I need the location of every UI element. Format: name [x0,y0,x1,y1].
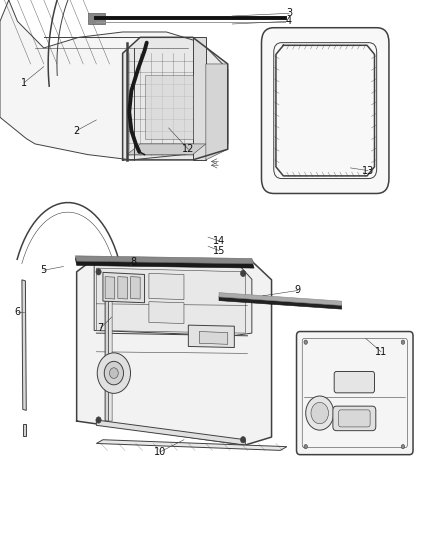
Polygon shape [96,440,287,450]
FancyBboxPatch shape [297,332,413,455]
Polygon shape [149,302,184,324]
Polygon shape [96,420,245,445]
Polygon shape [109,277,112,421]
Polygon shape [23,424,26,436]
FancyBboxPatch shape [334,372,374,393]
Circle shape [110,368,118,378]
Circle shape [311,402,328,424]
Text: 6: 6 [14,307,21,317]
Circle shape [304,340,307,344]
Text: 1: 1 [21,78,27,87]
Polygon shape [0,0,228,160]
Text: 5: 5 [41,265,47,275]
Polygon shape [219,293,342,305]
Polygon shape [77,259,272,445]
Text: 10: 10 [154,447,166,457]
Polygon shape [149,273,184,300]
Text: 3: 3 [286,9,292,18]
Polygon shape [75,256,254,264]
Polygon shape [188,325,234,348]
Circle shape [240,270,246,277]
Polygon shape [193,37,206,160]
Circle shape [240,437,246,443]
Text: 13: 13 [362,166,374,175]
Polygon shape [105,277,115,299]
Polygon shape [123,37,228,160]
Polygon shape [199,332,228,344]
Polygon shape [127,144,206,155]
Circle shape [401,340,405,344]
Polygon shape [103,272,145,303]
Text: 4: 4 [286,17,292,26]
Polygon shape [131,277,140,299]
Text: 8: 8 [131,257,137,267]
Text: 7: 7 [98,323,104,333]
Polygon shape [118,277,127,299]
Polygon shape [88,13,105,24]
Text: 15: 15 [213,246,225,255]
Polygon shape [96,268,245,333]
Circle shape [304,445,307,449]
Circle shape [401,445,405,449]
FancyBboxPatch shape [333,406,376,431]
Text: 12: 12 [182,144,194,154]
Polygon shape [94,260,252,336]
Text: 9: 9 [295,286,301,295]
Text: 2: 2 [74,126,80,135]
Text: 11: 11 [375,347,387,357]
Polygon shape [105,276,109,421]
Circle shape [104,361,124,385]
Circle shape [306,396,334,430]
FancyBboxPatch shape [339,410,370,427]
Circle shape [96,417,101,423]
Polygon shape [219,296,342,309]
Polygon shape [22,280,26,410]
Circle shape [96,269,101,275]
Polygon shape [206,64,228,160]
Polygon shape [75,258,254,268]
FancyBboxPatch shape [261,28,389,193]
Text: 14: 14 [213,236,225,246]
Circle shape [97,353,131,393]
Polygon shape [145,75,193,139]
